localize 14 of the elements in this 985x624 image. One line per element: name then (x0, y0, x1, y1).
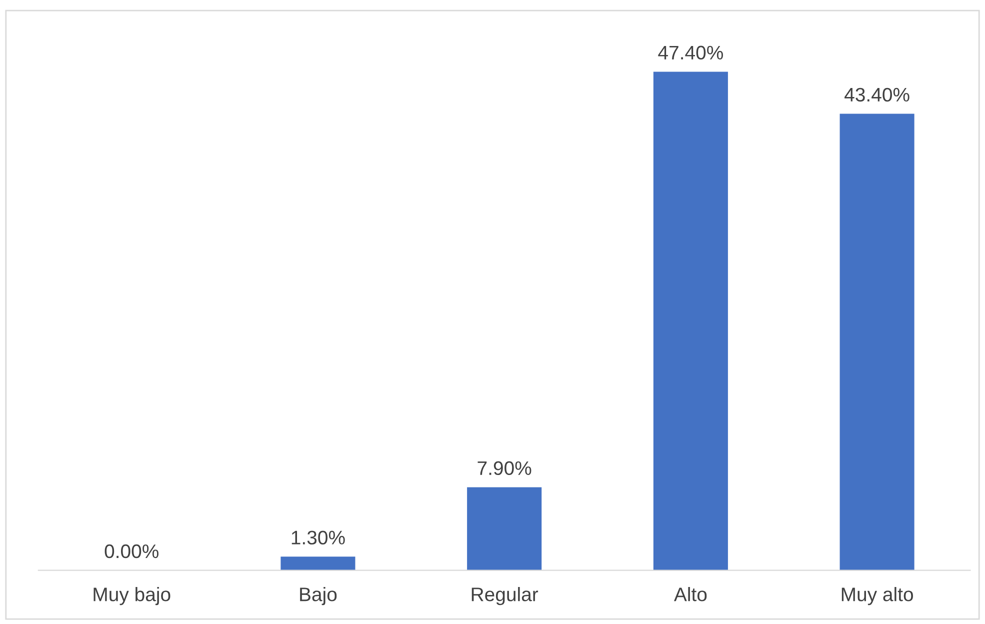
data-label: 47.40% (658, 46, 723, 60)
x-tick-label: Muy alto (842, 587, 913, 606)
bar (653, 72, 728, 570)
bar (840, 114, 914, 570)
x-tick-label: Bajo (300, 587, 337, 606)
data-label: 0.00% (104, 544, 158, 558)
data-label: 43.40% (844, 88, 910, 102)
bar (280, 556, 356, 570)
x-tick-label: Muy bajo (94, 587, 170, 606)
bar (467, 487, 542, 570)
data-label: 7.90% (478, 461, 532, 476)
data-label: 1.30% (292, 530, 345, 544)
x-tick-label: Alto (674, 587, 707, 602)
x-tick-label: Regular (472, 587, 538, 606)
